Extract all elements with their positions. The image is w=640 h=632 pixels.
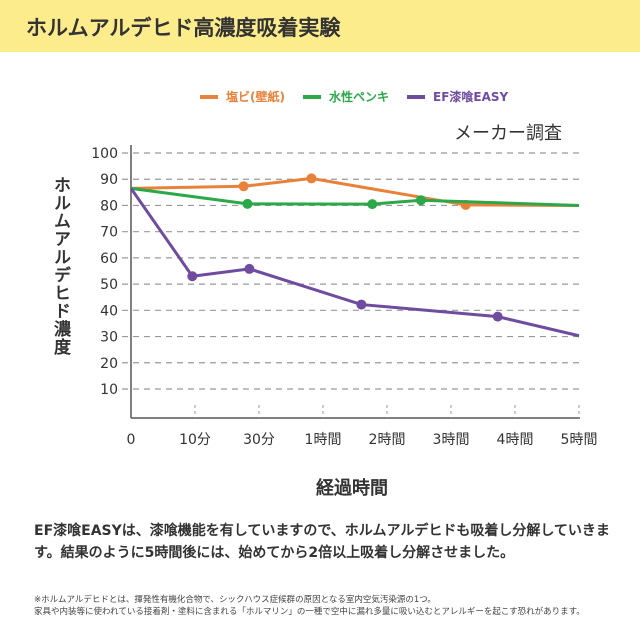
source-label: メーカー調査 [454,123,562,144]
x-tick-label: 2時間 [369,432,406,448]
x-tick-label: 0 [127,432,136,448]
footnote-line: 家具や内装等に使われている接着剤・塗料に含まれる「ホルマリン」の一種で空中に漏れ… [34,607,585,617]
data-point [244,263,255,274]
data-point [238,181,249,192]
legend-label: 塩ビ(壁紙) [226,90,285,104]
title-banner: ホルムアルデヒド高濃度吸着実験 [0,0,640,52]
legend-item: 塩ビ(壁紙) [200,88,285,105]
y-tick-label: 80 [100,198,118,214]
legend-label: 水性ペンキ [328,90,389,104]
footnote: ※ホルムアルデヒドとは、揮発性有機化合物で、シックハウス症候群の原因となる室内空… [34,594,624,618]
y-tick-label: 30 [100,330,118,346]
x-tick-label: 30分 [243,432,275,448]
data-point [415,195,426,206]
series-line [129,187,580,338]
footnote-line: ※ホルムアルデヒドとは、揮発性有機化合物で、シックハウス症候群の原因となる室内空… [34,595,436,605]
x-tick-label: 10分 [179,432,211,448]
series-line [130,186,580,207]
legend-label: EF漆喰EASY [433,90,509,104]
legend-item: EF漆喰EASY [407,88,508,105]
description: EF漆喰EASYは、漆喰機能を有していますので、ホルムアルデヒドも吸着し分解して… [34,523,610,561]
legend-swatch [200,94,218,99]
data-point [356,299,367,310]
x-tick-label: 4時間 [497,432,534,448]
legend-swatch [302,94,321,99]
x-tick-label: 5時間 [561,432,598,448]
y-tick-label: 10 [100,382,118,398]
y-tick-label: 100 [91,146,118,162]
series-line [130,176,580,207]
data-point [242,198,253,209]
data-point [492,311,503,322]
x-tick-label: 3時間 [433,432,470,448]
legend-swatch [407,94,425,99]
x-tick-label: 1時間 [305,432,342,448]
y-axis-label: ホルムアルデヒド濃度 [50,176,70,356]
y-tick-label: 40 [100,303,118,319]
page-title: ホルムアルデヒド高濃度吸着実験 [26,16,341,40]
y-tick-label: 90 [100,172,118,188]
legend-item: 水性ペンキ [302,88,389,105]
data-point [367,199,378,210]
x-axis-label: 経過時間 [316,478,388,499]
data-point [187,271,198,282]
y-tick-label: 20 [100,356,118,372]
data-point [306,173,317,184]
y-tick-label: 50 [100,277,118,293]
y-tick-label: 60 [100,251,118,267]
legend: 塩ビ(壁紙) 水性ペンキ EF漆喰EASY [200,88,508,105]
y-tick-label: 70 [100,225,118,241]
